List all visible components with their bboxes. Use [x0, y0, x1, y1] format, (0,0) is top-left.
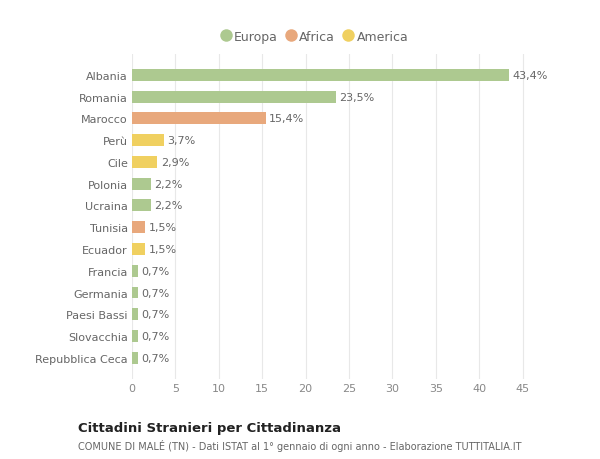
Text: 0,7%: 0,7%: [142, 331, 170, 341]
Text: 15,4%: 15,4%: [269, 114, 304, 124]
Text: Cittadini Stranieri per Cittadinanza: Cittadini Stranieri per Cittadinanza: [78, 421, 341, 434]
Bar: [132, 200, 151, 212]
Bar: [132, 91, 336, 103]
Text: 2,2%: 2,2%: [155, 201, 183, 211]
Text: 0,7%: 0,7%: [142, 288, 170, 298]
Legend: Europa, Africa, America: Europa, Africa, America: [218, 26, 413, 49]
Text: 3,7%: 3,7%: [167, 136, 196, 146]
Bar: [132, 179, 151, 190]
Text: 1,5%: 1,5%: [148, 223, 176, 233]
Text: 0,7%: 0,7%: [142, 309, 170, 319]
Bar: [132, 222, 145, 234]
Text: 2,9%: 2,9%: [161, 157, 189, 168]
Text: 0,7%: 0,7%: [142, 266, 170, 276]
Text: 2,2%: 2,2%: [155, 179, 183, 189]
Bar: [132, 243, 145, 255]
Bar: [132, 330, 138, 342]
Bar: [132, 352, 138, 364]
Bar: [132, 113, 266, 125]
Text: 23,5%: 23,5%: [340, 92, 375, 102]
Bar: [132, 287, 138, 299]
Bar: [132, 157, 157, 168]
Text: 0,7%: 0,7%: [142, 353, 170, 363]
Bar: [132, 70, 509, 82]
Bar: [132, 265, 138, 277]
Bar: [132, 135, 164, 147]
Text: 43,4%: 43,4%: [512, 71, 548, 81]
Text: COMUNE DI MALÉ (TN) - Dati ISTAT al 1° gennaio di ogni anno - Elaborazione TUTTI: COMUNE DI MALÉ (TN) - Dati ISTAT al 1° g…: [78, 439, 521, 451]
Bar: [132, 308, 138, 320]
Text: 1,5%: 1,5%: [148, 245, 176, 254]
